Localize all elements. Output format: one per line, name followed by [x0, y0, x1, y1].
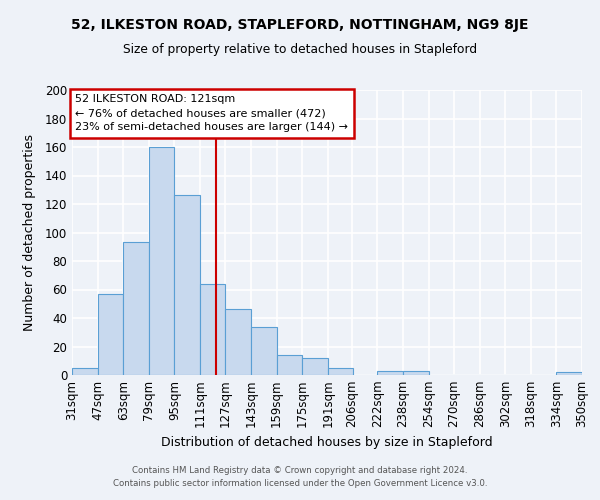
Text: 52, ILKESTON ROAD, STAPLEFORD, NOTTINGHAM, NG9 8JE: 52, ILKESTON ROAD, STAPLEFORD, NOTTINGHA… [71, 18, 529, 32]
Bar [328, 368, 353, 375]
Bar [377, 370, 403, 375]
Y-axis label: Number of detached properties: Number of detached properties [23, 134, 37, 331]
Text: 52 ILKESTON ROAD: 121sqm
← 76% of detached houses are smaller (472)
23% of semi-: 52 ILKESTON ROAD: 121sqm ← 76% of detach… [75, 94, 348, 132]
Bar [72, 368, 98, 375]
X-axis label: Distribution of detached houses by size in Stapleford: Distribution of detached houses by size … [161, 436, 493, 449]
Text: Contains HM Land Registry data © Crown copyright and database right 2024.
Contai: Contains HM Land Registry data © Crown c… [113, 466, 487, 487]
Bar [175, 196, 200, 375]
Bar [200, 284, 226, 375]
Bar [302, 358, 328, 375]
Bar [226, 310, 251, 375]
Bar [556, 372, 582, 375]
Bar [98, 294, 123, 375]
Bar [403, 370, 428, 375]
Text: Size of property relative to detached houses in Stapleford: Size of property relative to detached ho… [123, 42, 477, 56]
Bar [149, 147, 175, 375]
Bar [277, 355, 302, 375]
Bar [123, 242, 149, 375]
Bar [251, 326, 277, 375]
